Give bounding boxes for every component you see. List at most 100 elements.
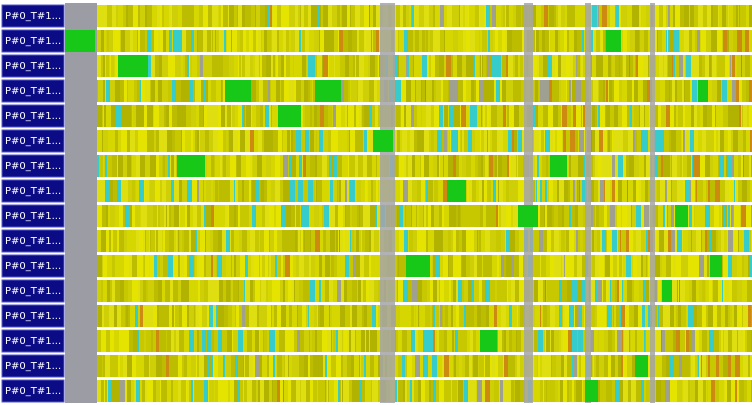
state-segment: [306, 380, 310, 402]
state-segment: [687, 155, 691, 177]
state-segment: [340, 5, 341, 27]
state-segment: [706, 280, 709, 302]
state-segment: [443, 230, 448, 252]
state-segment: [459, 305, 464, 327]
state-segment: [631, 380, 636, 402]
state-segment: [743, 155, 744, 177]
state-segment: [175, 130, 176, 152]
state-segment: [533, 380, 538, 402]
state-segment: [162, 280, 165, 302]
state-segment: [368, 180, 371, 202]
state-segment: [199, 330, 202, 352]
state-segment: [337, 155, 342, 177]
state-segment: [186, 380, 187, 402]
state-segment: [519, 30, 522, 52]
state-segment: [744, 255, 748, 277]
state-segment: [301, 5, 304, 27]
state-segment: [131, 155, 132, 177]
state-segment: [289, 305, 292, 327]
state-segment: [331, 205, 335, 227]
state-segment: [605, 180, 610, 202]
state-segment: [209, 130, 213, 152]
state-segment: [311, 255, 315, 277]
state-segment: [547, 380, 552, 402]
state-segment: [416, 80, 421, 102]
state-segment: [479, 80, 484, 102]
idle-band: [585, 228, 591, 253]
state-segment: [310, 280, 315, 302]
state-segment: [714, 130, 716, 152]
state-segment: [222, 130, 223, 152]
state-segment: [338, 230, 339, 252]
state-segment: [488, 130, 490, 152]
state-segment: [610, 5, 615, 27]
state-segment: [410, 130, 414, 152]
state-segment: [571, 5, 575, 27]
state-segment: [508, 355, 512, 377]
state-segment: [463, 80, 466, 102]
state-segment: [497, 280, 502, 302]
state-segment: [639, 280, 643, 302]
state-segment: [591, 205, 593, 227]
state-segment: [358, 80, 363, 102]
state-segment: [645, 280, 649, 302]
state-segment: [448, 155, 453, 177]
state-segment: [194, 330, 197, 352]
state-segment: [567, 105, 571, 127]
state-segment: [285, 255, 290, 277]
state-segment: [716, 55, 717, 77]
state-segment: [394, 30, 398, 52]
state-segment: [567, 80, 569, 102]
state-segment: [424, 5, 429, 27]
state-segment: [595, 280, 598, 302]
state-segment: [153, 305, 157, 327]
state-segment: [334, 55, 335, 77]
state-segment: [215, 30, 216, 52]
state-segment: [540, 380, 543, 402]
state-segment: [735, 355, 740, 377]
row-label-box: [1, 154, 65, 178]
state-segment: [325, 280, 329, 302]
state-segment: [258, 130, 262, 152]
state-segment: [113, 30, 116, 52]
state-segment: [191, 380, 193, 402]
state-segment: [105, 55, 106, 77]
state-segment: [660, 355, 662, 377]
state-segment: [154, 105, 157, 127]
state-segment: [669, 30, 674, 52]
state-segment: [493, 180, 496, 202]
state-segment: [259, 55, 260, 77]
row-label-box: [1, 254, 65, 278]
state-segment: [439, 105, 443, 127]
state-segment: [462, 255, 466, 277]
state-segment: [225, 180, 226, 202]
state-segment: [501, 205, 506, 227]
state-segment: [402, 130, 407, 152]
state-segment: [554, 255, 559, 277]
state-segment: [713, 305, 717, 327]
state-segment: [104, 155, 105, 177]
state-segment: [483, 155, 485, 177]
state-segment: [542, 155, 546, 177]
state-segment: [590, 305, 595, 327]
state-segment: [451, 380, 452, 402]
state-segment: [720, 205, 721, 227]
state-segment: [682, 155, 683, 177]
state-segment: [280, 380, 283, 402]
state-segment: [672, 280, 677, 302]
state-segment: [671, 230, 675, 252]
state-segment: [311, 230, 315, 252]
state-segment: [224, 30, 226, 52]
state-segment: [653, 205, 658, 227]
state-segment: [742, 255, 744, 277]
highlight-state: [447, 180, 466, 202]
state-segment: [644, 380, 646, 402]
state-segment: [355, 155, 358, 177]
state-segment: [251, 80, 256, 102]
state-segment: [655, 230, 657, 252]
state-segment: [291, 380, 296, 402]
state-segment: [453, 230, 456, 252]
state-segment: [349, 330, 351, 352]
state-segment: [275, 355, 277, 377]
state-segment: [302, 155, 303, 177]
